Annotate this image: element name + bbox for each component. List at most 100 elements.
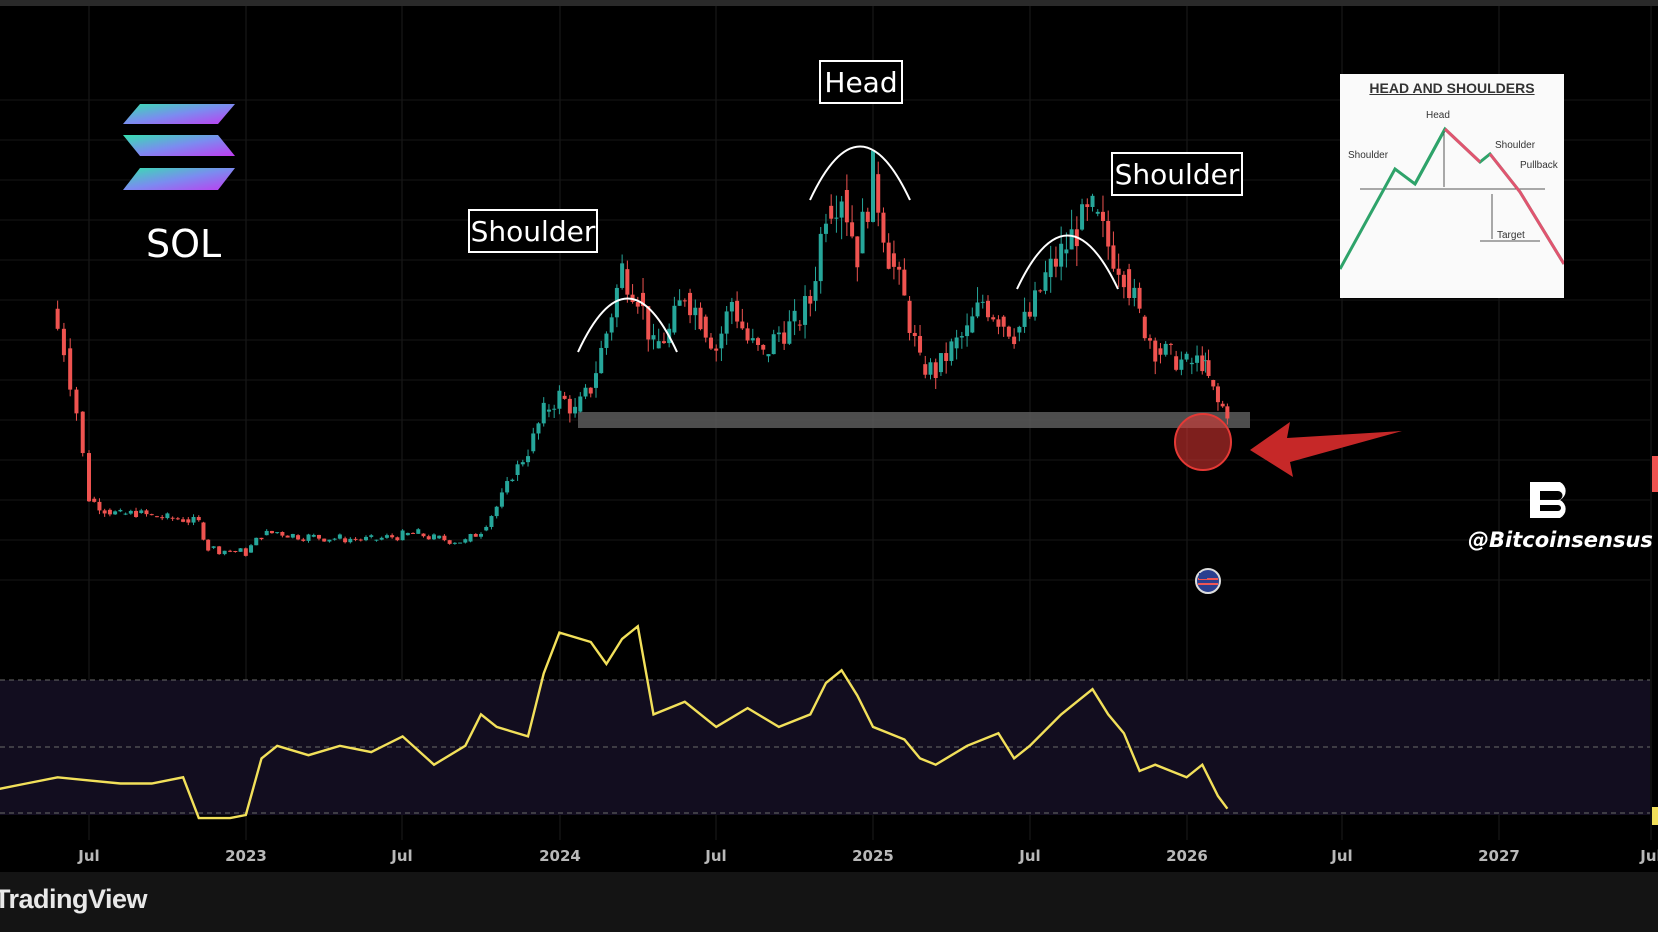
inset-label-shoulder-right: Shoulder: [1495, 140, 1536, 151]
candle-body: [254, 537, 259, 546]
candle-body: [1200, 355, 1205, 372]
candle-body: [400, 530, 405, 541]
candle-body: [364, 536, 369, 541]
pattern-arcs: [577, 145, 1119, 353]
oscillator-line: [0, 624, 1229, 820]
candle-body: [808, 296, 813, 304]
candle-body: [865, 211, 870, 222]
annotation-frame: [1111, 152, 1243, 196]
candle-body: [541, 402, 546, 424]
candle-body: [405, 532, 410, 536]
x-axis: Jul 2023 Jul 2024 Jul 2025 Jul 2026 Jul 2027 Jul: [77, 847, 1658, 865]
candle-body: [991, 317, 996, 320]
candle-body: [954, 337, 959, 349]
candle-body: [123, 513, 128, 515]
candle-body: [782, 332, 787, 344]
candle-body: [938, 353, 943, 373]
candle-body: [154, 516, 159, 518]
oscillator-band: [0, 679, 1650, 815]
candle-body: [1220, 403, 1225, 407]
candle-body: [515, 464, 520, 475]
candle-body: [139, 510, 144, 513]
inset-label-pullback: Pullback: [1520, 160, 1558, 171]
annotation-box: Shoulder: [1111, 152, 1243, 196]
us-flag-icon[interactable]: [1195, 568, 1221, 594]
candle-body: [233, 551, 238, 552]
candle-body: [186, 519, 191, 523]
candle-body: [316, 534, 321, 539]
candle-body: [693, 307, 698, 316]
candle-body: [1225, 406, 1230, 419]
candle-body: [1111, 245, 1116, 269]
candle-body: [243, 548, 248, 556]
candles: [55, 150, 1230, 557]
x-tick-label: 2025: [852, 847, 894, 865]
candle-body: [661, 341, 666, 344]
candle-body: [1179, 359, 1184, 370]
candle-body: [259, 537, 264, 540]
candle-body: [567, 398, 572, 414]
watermark-handle: @Bitcoinsensus: [1468, 528, 1653, 552]
candle-body: [1080, 204, 1085, 230]
top-border: [0, 0, 1658, 6]
pattern-arc: [809, 145, 911, 201]
candle-body: [766, 354, 771, 357]
neckline-zone: [578, 412, 1250, 428]
candle-body: [275, 532, 280, 534]
candle-body: [1012, 336, 1017, 345]
candle-body: [68, 348, 73, 390]
x-tick-label: Jul: [704, 847, 726, 865]
candle-body: [337, 534, 342, 539]
candle-body: [970, 316, 975, 333]
symbol-label: SOL: [146, 222, 222, 266]
candle-body: [264, 530, 269, 536]
candle-body: [348, 538, 353, 543]
candle-body: [985, 300, 990, 318]
candle-body: [546, 409, 551, 412]
candle-body: [1116, 268, 1121, 275]
candle-body: [494, 506, 499, 517]
breakdown-highlight: [1174, 413, 1402, 477]
candle-body: [1043, 272, 1048, 291]
candle-body: [912, 332, 917, 337]
candle-body: [1090, 195, 1095, 207]
candle-body: [1158, 348, 1163, 355]
x-tick-label: 2024: [539, 847, 581, 865]
candle-body: [102, 510, 107, 514]
inset-diagram: [1340, 126, 1564, 270]
candle-body: [1168, 343, 1173, 345]
annotation-label: Shoulder: [1115, 158, 1240, 191]
candle-body: [170, 517, 175, 519]
candle-body: [74, 389, 79, 414]
candle-body: [876, 174, 881, 213]
candle-body: [724, 311, 729, 334]
candle-body: [740, 321, 745, 329]
candle-body: [144, 510, 149, 515]
candle-body: [1174, 356, 1179, 370]
x-tick-label: Jul: [390, 847, 412, 865]
candle-body: [745, 328, 750, 341]
candle-body: [431, 534, 436, 540]
candle-body: [458, 542, 463, 544]
candle-body: [97, 501, 102, 511]
candle-body: [505, 481, 510, 493]
candle-body: [672, 305, 677, 333]
x-tick-label: Jul: [77, 847, 99, 865]
candle-body: [881, 212, 886, 243]
candle-body: [128, 510, 133, 514]
candle-body: [1100, 211, 1105, 221]
candle-body: [1006, 326, 1011, 337]
candle-body: [620, 263, 625, 288]
candle-body: [803, 296, 808, 325]
candle-body: [703, 316, 708, 338]
candle-body: [228, 550, 233, 552]
candle-body: [416, 529, 421, 534]
candle-body: [290, 533, 295, 538]
annotation-box: Head: [819, 60, 903, 104]
candle-body: [609, 317, 614, 333]
annotation-frame: [468, 209, 598, 253]
candle-body: [928, 362, 933, 375]
candle-body: [552, 408, 557, 410]
candle-body: [1206, 360, 1211, 376]
candle-body: [306, 534, 311, 541]
